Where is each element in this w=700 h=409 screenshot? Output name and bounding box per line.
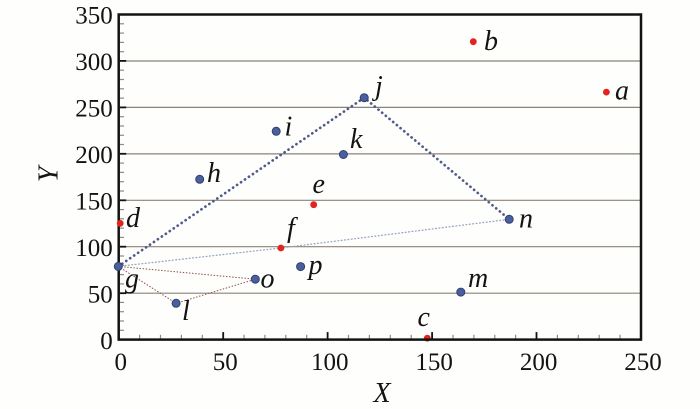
svg-text:200: 200 [75,142,113,169]
svg-text:p: p [307,250,323,281]
svg-text:100: 100 [75,235,113,262]
svg-text:200: 200 [520,349,558,376]
svg-text:e: e [313,169,325,200]
svg-text:j: j [372,71,383,102]
svg-text:100: 100 [311,349,349,376]
svg-text:b: b [484,26,498,57]
svg-text:f: f [287,213,298,244]
svg-text:50: 50 [213,349,238,376]
svg-text:150: 150 [75,189,113,216]
svg-text:0: 0 [114,349,127,376]
svg-text:Y: Y [34,163,65,182]
svg-text:k: k [350,124,363,155]
svg-text:50: 50 [88,281,113,308]
svg-text:m: m [468,263,488,294]
svg-text:150: 150 [415,349,453,376]
svg-text:X: X [372,378,391,409]
svg-text:c: c [418,302,431,333]
svg-text:n: n [519,204,533,235]
svg-text:i: i [285,112,293,143]
svg-text:250: 250 [75,96,113,123]
svg-text:g: g [125,264,139,295]
svg-text:350: 350 [75,3,113,30]
svg-text:o: o [261,264,275,295]
svg-text:a: a [615,76,629,107]
svg-text:300: 300 [75,49,113,76]
svg-text:250: 250 [624,349,662,376]
svg-text:l: l [182,296,190,327]
svg-text:d: d [126,203,141,234]
svg-text:h: h [207,158,221,189]
svg-text:0: 0 [100,328,113,355]
